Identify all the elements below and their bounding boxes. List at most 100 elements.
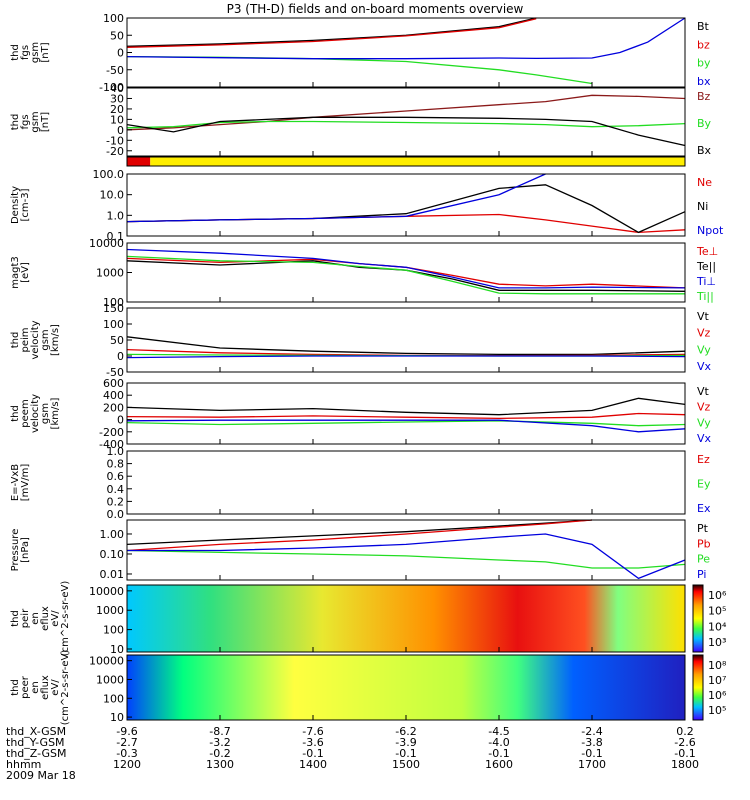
y-axis-label-line: Density — [10, 186, 21, 224]
y-tick-label: 50 — [110, 334, 124, 347]
y-axis-label-line: [nT] — [40, 42, 51, 62]
panel-frame — [126, 382, 686, 445]
legend-entry: Ne — [697, 176, 712, 189]
y-tick-label: 10000 — [89, 655, 124, 668]
panel: 10000 1000 100 magt3[eV] Te⊥ Te|| Ti⊥ Ti|| — [10, 237, 718, 309]
y-axis-label-line: en — [30, 681, 41, 694]
y-axis-label: thdfgsgsm[nT] — [10, 111, 51, 132]
y-axis-label-line: (cm^2-s-sr-eV) — [60, 650, 71, 726]
y-tick-label: 0.6 — [107, 470, 125, 483]
y-axis-label-line: [cm-3] — [20, 188, 31, 221]
x-axis-value: 0.2 — [676, 725, 694, 738]
x-axis-value: -0.3 — [116, 747, 137, 760]
legend-entry: Ti|| — [696, 290, 714, 303]
y-tick-label: 30 — [110, 92, 124, 105]
y-tick-label: 40 — [110, 82, 124, 95]
series-line-Pe — [126, 549, 686, 569]
x-axis-value: -0.2 — [209, 747, 230, 760]
y-axis-label-line: thd — [10, 610, 21, 627]
y-axis-label-line: [eV] — [20, 262, 31, 283]
legend-entry: Vy — [697, 416, 711, 429]
colorbar-tick-label: 10⁸ — [708, 659, 727, 672]
series-line-Bz — [126, 94, 686, 131]
y-tick-label: 0 — [117, 47, 124, 60]
y-tick-label: 1000 — [96, 267, 124, 280]
panel: 100 50 0 -50 -100 thdfgsgsm[nT] Bt bz by bx — [10, 12, 711, 94]
y-tick-label: 1.0 — [107, 209, 125, 222]
y-tick-label: 1000 — [96, 604, 124, 617]
x-axis-value: -0.1 — [395, 747, 416, 760]
legend-entry: Te⊥ — [696, 245, 718, 258]
y-tick-label: 1.00 — [100, 528, 125, 541]
panel-frame — [126, 307, 686, 373]
legend-entry: Pi — [697, 568, 706, 581]
y-axis-label-line: eV/ — [50, 679, 61, 696]
panel-frame — [126, 450, 686, 515]
legend-entry: bz — [697, 38, 710, 51]
legend-entry: Vz — [697, 327, 711, 340]
legend-entry: Vx — [697, 432, 712, 445]
y-axis-label: thdpeimvelocitygsm[km/s] — [10, 320, 61, 359]
panel-frame — [126, 17, 686, 88]
legend-entry: Bt — [697, 20, 710, 33]
y-tick-label: 10000 — [89, 237, 124, 250]
series-line-by — [126, 55, 593, 85]
y-tick-label: 50 — [110, 29, 124, 42]
x-axis-value: -3.2 — [209, 736, 230, 749]
series-line-Pi — [127, 533, 686, 580]
x-axis-value: -2.4 — [581, 725, 602, 738]
y-tick-label: 600 — [103, 377, 124, 390]
y-axis-label-line: [km/s] — [50, 324, 61, 356]
legend-entry: Pt — [697, 522, 709, 535]
y-axis-label-line: gsm — [30, 111, 41, 132]
y-tick-label: 10000 — [89, 585, 124, 598]
y-tick-label: 100 — [103, 296, 124, 309]
series-line-Pt — [126, 519, 593, 546]
x-axis-value: -4.0 — [488, 736, 509, 749]
y-tick-label: 0.2 — [107, 495, 125, 508]
series-line-Ni — [126, 184, 686, 234]
y-axis-label-line: eflux — [40, 606, 51, 631]
y-tick-label: 100 — [103, 692, 124, 705]
y-axis-label: thdpeerenefluxeV/(cm^2-s-sr-eV) — [10, 650, 71, 726]
x-axis-row-label: thd_Y-GSM — [6, 736, 65, 749]
y-axis-label-line: [mV/m] — [20, 464, 31, 502]
y-tick-label: 100 — [103, 318, 124, 331]
y-axis-label-line: E=-VxB — [10, 464, 21, 501]
panel: 1.00 0.10 0.01 Pressure[nPa] Pt Pb Pe Pi — [10, 519, 711, 581]
series-line-bz — [126, 18, 537, 48]
colorbar-tick-label: 10⁷ — [708, 674, 726, 687]
series-line-bx — [126, 17, 686, 60]
series-line-Ti⊥ — [126, 248, 686, 289]
legend-entry: Pb — [697, 537, 711, 550]
x-axis-value: 1500 — [392, 758, 420, 771]
series-line-Te⊥ — [126, 257, 686, 289]
x-axis-row-label: hhmm — [6, 758, 41, 771]
y-tick-label: 100 — [103, 12, 124, 25]
series-line-Pb — [126, 519, 593, 552]
x-axis-value: -7.6 — [302, 725, 323, 738]
date-label: 2009 Mar 18 — [6, 769, 76, 782]
y-tick-label: 100 — [103, 624, 124, 637]
y-axis-label-line: velocity — [30, 394, 41, 433]
y-axis-label-line: magt3 — [10, 256, 21, 289]
series-line-Bx — [126, 116, 686, 147]
x-axis-row-label: thd_X-GSM — [6, 725, 66, 738]
y-axis-label: E=-VxB[mV/m] — [10, 464, 31, 502]
colorbar-tick-label: 10⁶ — [708, 689, 727, 702]
y-axis-label-line: [nT] — [40, 112, 51, 132]
x-axis-row-label: thd_Z-GSM — [6, 747, 66, 760]
legend-entry: by — [697, 57, 711, 70]
y-axis-label: thdpeirenefluxeV/(cm^2-s-sr-eV) — [10, 581, 71, 657]
y-axis-label-line: fgs — [20, 114, 31, 129]
y-axis-label-line: peer — [20, 675, 31, 699]
y-tick-label: 400 — [103, 389, 124, 402]
x-axis-value: 1200 — [113, 758, 141, 771]
series-line-Vx — [126, 419, 686, 433]
y-tick-label: 0.0 — [107, 508, 125, 521]
y-axis-label: Pressure[nPa] — [10, 529, 31, 572]
series-line-Vx — [126, 355, 686, 359]
x-axis-value: -0.1 — [302, 747, 323, 760]
panel: 10⁸ 10⁷ 10⁶ 10⁵ 10000 1000 100 10 thdpeereneflux… — [10, 650, 727, 726]
